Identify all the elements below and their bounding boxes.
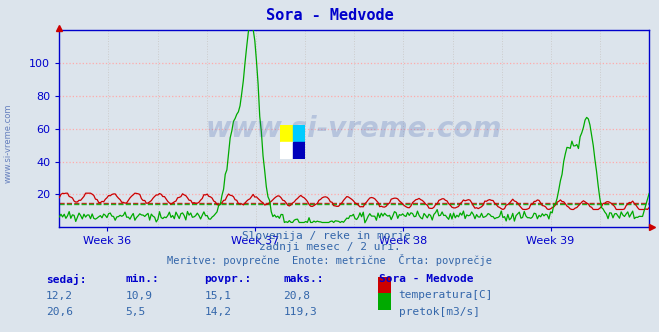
Text: Sora - Medvode: Sora - Medvode [266, 8, 393, 23]
Text: min.:: min.: [125, 274, 159, 284]
Bar [280, 142, 293, 159]
Text: zadnji mesec / 2 uri.: zadnji mesec / 2 uri. [258, 242, 401, 252]
Text: Sora - Medvode: Sora - Medvode [379, 274, 473, 284]
Text: www.si-vreme.com: www.si-vreme.com [206, 115, 502, 143]
Bar [293, 124, 305, 142]
Bar [280, 124, 293, 142]
Text: 119,3: 119,3 [283, 307, 317, 317]
Text: 20,6: 20,6 [46, 307, 73, 317]
Text: pretok[m3/s]: pretok[m3/s] [399, 307, 480, 317]
Text: maks.:: maks.: [283, 274, 324, 284]
Text: sedaj:: sedaj: [46, 274, 86, 285]
Text: 5,5: 5,5 [125, 307, 146, 317]
Text: 12,2: 12,2 [46, 290, 73, 300]
Text: 10,9: 10,9 [125, 290, 152, 300]
Text: povpr.:: povpr.: [204, 274, 252, 284]
Text: Slovenija / reke in morje.: Slovenija / reke in morje. [242, 231, 417, 241]
Bar [293, 142, 305, 159]
Text: 15,1: 15,1 [204, 290, 231, 300]
Text: www.si-vreme.com: www.si-vreme.com [3, 103, 13, 183]
Text: 20,8: 20,8 [283, 290, 310, 300]
Text: temperatura[C]: temperatura[C] [399, 290, 493, 300]
Text: Meritve: povprečne  Enote: metrične  Črta: povprečje: Meritve: povprečne Enote: metrične Črta:… [167, 254, 492, 266]
Text: 14,2: 14,2 [204, 307, 231, 317]
